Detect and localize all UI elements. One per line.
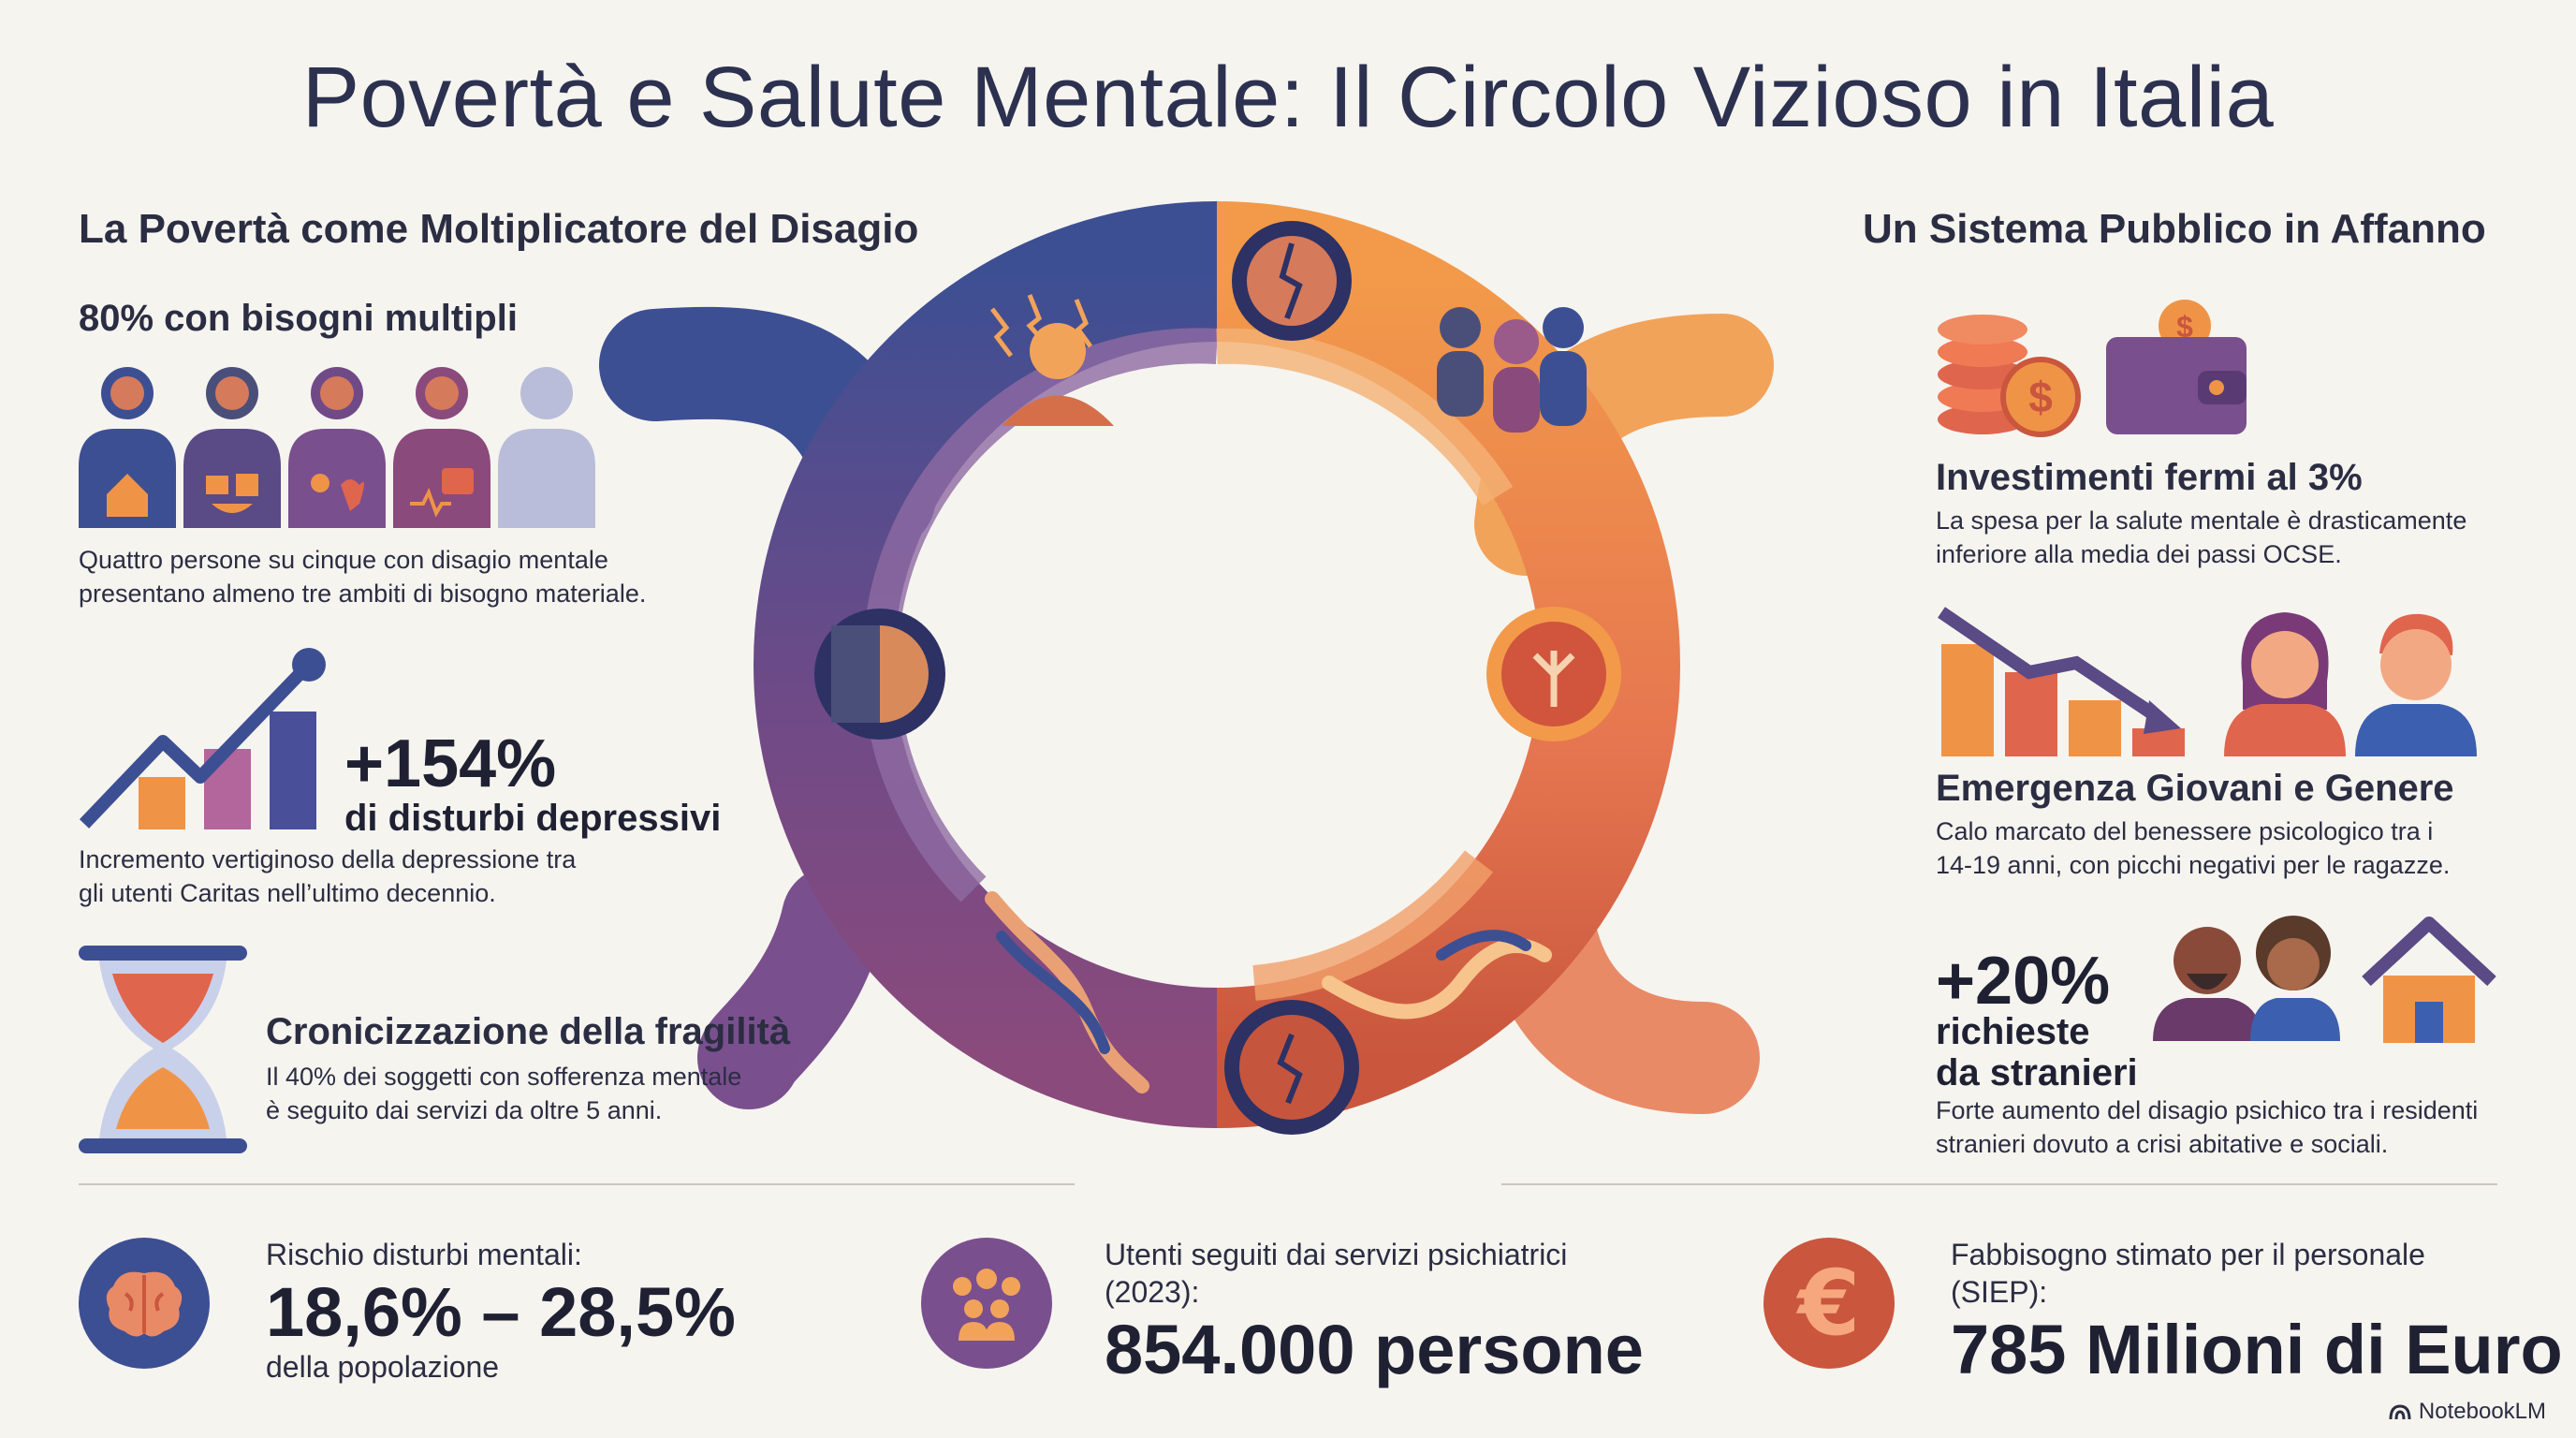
risk-sub: della popolazione <box>266 1350 500 1384</box>
multi-needs-text-line2: presentano almeno tre ambiti di bisogno … <box>79 580 647 608</box>
multi-needs-heading: 80% con bisogni multipli <box>79 298 518 339</box>
multi-needs-text: Quattro persone su cinque con disagio me… <box>79 543 646 610</box>
young-woman-icon <box>2224 612 2346 756</box>
notebooklm-badge: NotebookLM <box>2389 1399 2546 1425</box>
depression-text-line1: Incremento vertiginoso della depressione… <box>79 845 577 873</box>
depression-label: di disturbi depressivi <box>344 798 722 839</box>
chronic-text-line2: è seguito dai servizi da oltre 5 anni. <box>266 1096 663 1124</box>
brain-icon <box>79 1238 210 1369</box>
notebooklm-logo-icon <box>2389 1404 2411 1420</box>
notebooklm-label: NotebookLM <box>2418 1399 2546 1424</box>
users-label-line1: Utenti seguiti dai servizi psichiatrici <box>1105 1238 1568 1271</box>
risk-label: Rischio disturbi mentali: <box>266 1238 582 1271</box>
youth-text-line1: Calo marcato del benessere psicologico t… <box>1936 817 2434 845</box>
rising-trend-icon <box>79 648 326 829</box>
needs-label-line1: Fabbisogno stimato per il personale <box>1951 1238 2425 1271</box>
cracked-head-icon <box>1232 221 1352 341</box>
depression-value: +154% <box>344 726 557 801</box>
chronic-text: Il 40% dei soggetti con sofferenza menta… <box>266 1060 741 1127</box>
foreigners-text-line1: Forte aumento del disagio psichico tra i… <box>1936 1096 2479 1124</box>
right-section-title: Un Sistema Pubblico in Affanno <box>1863 206 2486 252</box>
investment-text-line1: La spesa per la salute mentale è drastic… <box>1936 506 2467 535</box>
young-man-icon <box>2355 613 2477 756</box>
needs-label-line2: (SIEP): <box>1951 1275 2048 1309</box>
foreigners-label: richieste da stranieri <box>1936 1011 2138 1093</box>
investment-text-line2: inferiore alla media dei passi OCSE. <box>1936 540 2342 568</box>
group-people-icon <box>921 1238 1052 1369</box>
person-medical-kit-icon <box>393 367 490 528</box>
svg-text:$: $ <box>2028 373 2053 421</box>
foreigners-value: +20% <box>1936 944 2111 1019</box>
foreigners-text: Forte aumento del disagio psichico tra i… <box>1936 1093 2478 1161</box>
chronic-heading: Cronicizzazione della fragilità <box>266 1011 791 1052</box>
users-value: 854.000 persone <box>1105 1311 1644 1388</box>
foreigners-label-line1: richieste <box>1936 1011 2090 1052</box>
divider-left <box>79 1183 1075 1185</box>
euro-symbol: € <box>1797 1251 1861 1356</box>
persons-row <box>79 363 603 528</box>
users-label: Utenti seguiti dai servizi psichiatrici … <box>1105 1236 1567 1311</box>
chronic-text-line1: Il 40% dei soggetti con sofferenza menta… <box>266 1063 742 1091</box>
youth-text: Calo marcato del benessere psicologico t… <box>1936 814 2450 882</box>
youth-heading: Emergenza Giovani e Genere <box>1936 768 2454 809</box>
declining-chart-icon <box>1938 607 2185 756</box>
stressed-person-icon <box>990 294 1114 426</box>
investment-text: La spesa per la salute mentale è drastic… <box>1936 504 2466 571</box>
coins-icon: $ <box>1938 315 2081 437</box>
foreigners-label-line2: da stranieri <box>1936 1052 2138 1093</box>
svg-text:$: $ <box>2176 310 2193 344</box>
person-house-icon <box>79 367 176 528</box>
foreign-residents-icon <box>2153 916 2340 1041</box>
page-title: Povertà e Salute Mentale: Il Circolo Viz… <box>301 50 2275 145</box>
brain-half-icon <box>814 609 945 740</box>
foreigners-text-line2: stranieri dovuto a crisi abitative e soc… <box>1936 1130 2389 1158</box>
users-label-line2: (2023): <box>1105 1275 1200 1309</box>
risk-value: 18,6% – 28,5% <box>266 1273 736 1351</box>
divider-right <box>1501 1183 2497 1185</box>
isolated-people-icon <box>1437 307 1587 433</box>
needs-label: Fabbisogno stimato per il personale (SIE… <box>1951 1236 2425 1311</box>
euro-icon: € <box>1764 1238 1895 1369</box>
stress-figure-icon <box>1486 607 1621 741</box>
person-health-icon <box>288 367 386 528</box>
vicious-circle-graphic <box>599 201 1774 1135</box>
person-empty-icon <box>498 367 595 528</box>
youth-text-line2: 14-19 anni, con picchi negativi per le r… <box>1936 851 2451 879</box>
hourglass-icon <box>79 946 247 1153</box>
depression-text-line2: gli utenti Caritas nell’ultimo decennio. <box>79 879 496 907</box>
left-section-title: La Povertà come Moltiplicatore del Disag… <box>79 206 919 252</box>
wallet-icon: $ <box>2106 300 2247 434</box>
house-icon <box>2362 917 2496 1043</box>
broken-head-icon <box>1224 1000 1359 1135</box>
investment-heading: Investimenti fermi al 3% <box>1936 457 2363 498</box>
needs-value: 785 Milioni di Euro <box>1951 1311 2563 1388</box>
multi-needs-text-line1: Quattro persone su cinque con disagio me… <box>79 546 608 574</box>
person-food-icon <box>183 367 281 528</box>
depression-text: Incremento vertiginoso della depressione… <box>79 843 576 910</box>
